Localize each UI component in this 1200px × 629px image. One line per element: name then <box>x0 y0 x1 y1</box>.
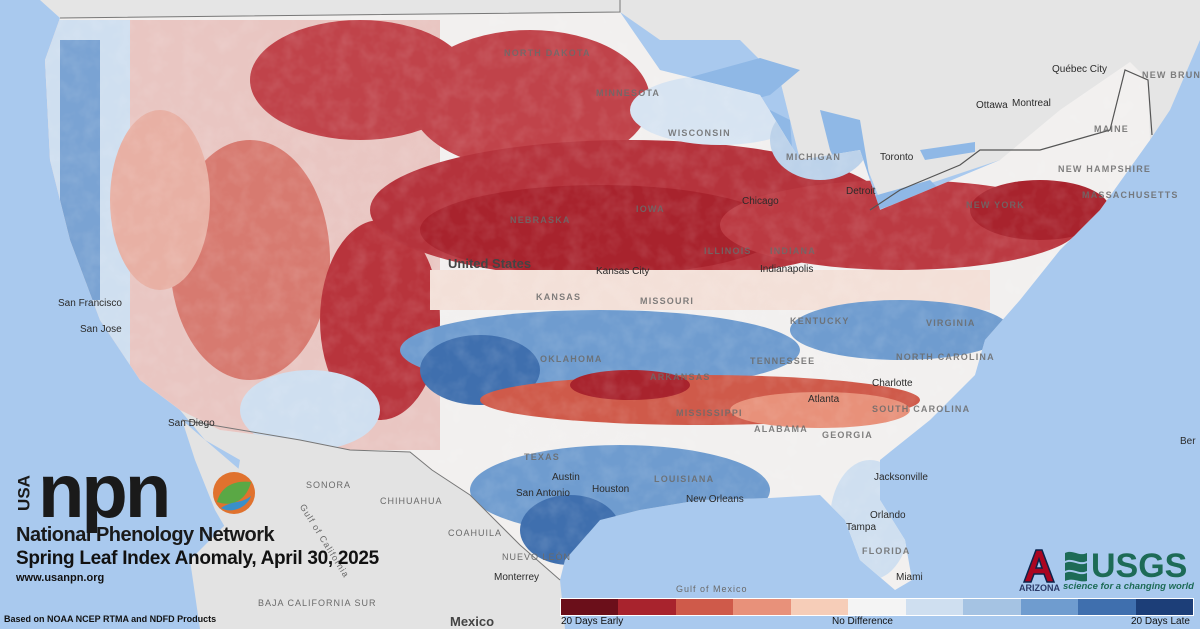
legend-swatch <box>561 599 619 615</box>
city-new-orleans: New Orleans <box>686 494 744 505</box>
legend-swatch <box>848 599 906 615</box>
state-label-new-york: NEW YORK <box>966 200 1025 210</box>
legend-label-no-difference: No Difference <box>832 616 893 627</box>
region-nuevo-leon: NUEVO LEÓN <box>502 552 572 562</box>
city-jacksonville: Jacksonville <box>874 472 928 483</box>
legend-swatch <box>963 599 1021 615</box>
canada-land <box>40 0 1200 200</box>
us-canada-border <box>59 0 621 19</box>
state-label-north-carolina: NORTH CAROLINA <box>896 352 995 362</box>
city-san-jose: San Jose <box>80 324 122 335</box>
state-label-new-hampshire: NEW HAMPSHIRE <box>1058 164 1152 174</box>
us-mexico-border <box>181 419 561 581</box>
region-new-brunswick: NEW BRUNSWICK <box>1142 70 1200 80</box>
region-chihuahua: CHIHUAHUA <box>380 496 443 506</box>
city-ottawa: Ottawa <box>976 100 1008 111</box>
city-san-antonio: San Antonio <box>516 488 570 499</box>
legend-swatch <box>790 599 849 615</box>
state-label-missouri: MISSOURI <box>640 296 695 306</box>
country-label-us: United States <box>448 256 532 271</box>
state-label-louisiana: LOUISIANA <box>654 474 715 484</box>
legend-swatch <box>905 599 964 615</box>
usa-vertical-text: USA <box>14 475 33 511</box>
source-note: Based on NOAA NCEP RTMA and NDFD Product… <box>4 614 217 624</box>
state-label-texas: TEXAS <box>524 452 561 462</box>
region-sonora: SONORA <box>306 480 352 490</box>
state-label-arkansas: ARKANSAS <box>650 372 711 382</box>
state-label-indiana: INDIANA <box>770 246 816 256</box>
usgs-tagline: science for a changing world <box>1063 581 1194 592</box>
svg-text:USA: USA <box>14 475 33 511</box>
arizona-a-logo-icon <box>1022 549 1056 583</box>
city-austin: Austin <box>552 472 580 483</box>
state-label-illinois: ILLINOIS <box>704 246 752 256</box>
state-label-kentucky: KENTUCKY <box>790 316 850 326</box>
region-baja-california-sur: BAJA CALIFORNIA SUR <box>258 598 377 608</box>
country-label-mexico: Mexico <box>450 614 495 629</box>
site-url-link[interactable]: www.usanpn.org <box>16 572 105 584</box>
lake-ontario <box>920 142 975 160</box>
northeast-border <box>869 69 1153 211</box>
city-toronto: Toronto <box>880 152 914 163</box>
state-label-north-dakota: NORTH DAKOTA <box>504 48 591 58</box>
city-miami: Miami <box>896 572 923 583</box>
arizona-label: ARIZONA <box>1019 583 1060 593</box>
city-tampa: Tampa <box>846 522 877 533</box>
state-label-minnesota: MINNESOTA <box>596 88 661 98</box>
state-label-virginia: VIRGINIA <box>926 318 976 328</box>
state-label-michigan: MICHIGAN <box>786 152 842 162</box>
state-label-maine: MAINE <box>1094 124 1129 134</box>
state-label-georgia: GEORGIA <box>822 430 873 440</box>
svg-text:USGS: USGS <box>1091 547 1187 583</box>
state-label-kansas: KANSAS <box>536 292 582 302</box>
city-san-diego: San Diego <box>168 418 215 429</box>
legend-swatch <box>1078 599 1136 615</box>
city-indianapolis: Indianapolis <box>760 264 814 275</box>
city-atlanta: Atlanta <box>808 394 840 405</box>
npn-logo-text: npn <box>38 449 171 534</box>
state-label-wisconsin: WISCONSIN <box>668 128 731 138</box>
state-label-tennessee: TENNESSEE <box>750 356 816 366</box>
city-houston: Houston <box>592 484 630 495</box>
baja-land <box>182 420 300 610</box>
state-label-south-carolina: SOUTH CAROLINA <box>872 404 971 414</box>
region-coahuila: COAHUILA <box>448 528 503 538</box>
legend-label-early: 20 Days Early <box>561 616 624 627</box>
city-detroit: Detroit <box>846 186 876 197</box>
city-orlando: Orlando <box>870 510 906 521</box>
city-chicago: Chicago <box>742 196 779 207</box>
state-label-iowa: IOWA <box>636 204 665 214</box>
legend-swatch <box>618 599 676 615</box>
city-kansas-city: Kansas City <box>596 266 650 277</box>
city-san-francisco: San Francisco <box>58 298 122 309</box>
network-name: National Phenology Network <box>16 524 275 546</box>
state-label-florida: FLORIDA <box>862 546 911 556</box>
legend-swatch <box>1020 599 1079 615</box>
legend-swatch <box>733 599 791 615</box>
label-edge: Ber <box>1180 436 1196 447</box>
city-monterrey: Monterrey <box>494 572 540 583</box>
city-quebec: Québec City <box>1052 64 1108 75</box>
state-label-alabama: ALABAMA <box>754 424 808 434</box>
state-label-nebraska: NEBRASKA <box>510 215 571 225</box>
usgs-logo-icon: USGS <box>1065 547 1187 583</box>
legend-label-late: 20 Days Late <box>1131 616 1190 627</box>
city-montreal: Montreal <box>1012 98 1051 109</box>
legend-swatch <box>675 599 734 615</box>
state-label-oklahoma: OKLAHOMA <box>540 354 603 364</box>
city-charlotte: Charlotte <box>872 378 913 389</box>
state-label-massachusetts: MASSACHUSETTS <box>1082 190 1179 200</box>
legend-swatch <box>1135 599 1193 615</box>
label-gulf-of-mexico: Gulf of Mexico <box>676 584 748 594</box>
state-label-mississippi: MISSISSIPPI <box>676 408 743 418</box>
leaf-logo-icon <box>213 472 255 514</box>
legend-color-bar <box>560 598 1194 616</box>
map-title: Spring Leaf Index Anomaly, April 30, 202… <box>16 548 379 569</box>
